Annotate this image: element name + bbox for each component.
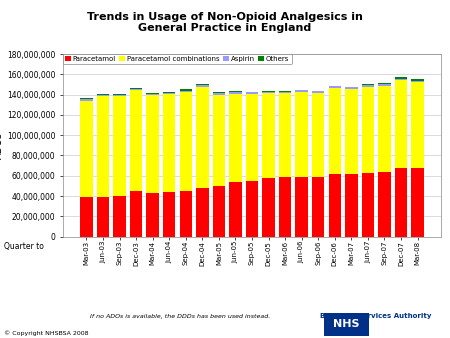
Bar [113,94,126,95]
Bar [279,92,291,93]
Bar [113,196,126,237]
Bar [163,93,176,94]
Bar [411,79,424,81]
Bar [378,86,391,172]
Bar [130,88,142,89]
Bar [163,192,176,237]
Bar [229,94,242,182]
Bar [362,173,374,237]
Text: Trends in Usage of Non-Opioid Analgesics in
General Practice in England: Trends in Usage of Non-Opioid Analgesics… [87,12,363,33]
Bar [196,87,208,188]
Bar [362,84,374,85]
Bar [196,85,208,87]
Bar [262,91,275,92]
Bar [328,88,341,174]
Bar [180,89,192,91]
Bar [229,92,242,94]
Bar [213,186,225,237]
Bar [328,174,341,237]
Bar [146,95,159,193]
Bar [163,94,176,192]
Text: NHS: NHS [333,319,360,330]
Bar [113,95,126,96]
Bar [246,181,258,237]
Bar [97,95,109,96]
Bar [262,92,275,93]
Bar [345,87,358,89]
Bar [80,101,93,197]
Bar [395,79,407,80]
Bar [312,91,324,93]
Bar [378,83,391,84]
Bar [279,91,291,92]
Bar [246,94,258,181]
Bar [378,172,391,237]
Bar [146,193,159,237]
Bar [229,91,242,92]
Bar [345,89,358,174]
Bar [163,92,176,93]
Bar [395,77,407,79]
Bar [146,94,159,95]
Bar [80,197,93,237]
Bar [362,85,374,87]
Bar [196,188,208,237]
Bar [262,178,275,237]
Bar [146,93,159,94]
Bar [328,86,341,88]
Y-axis label: ADOs: ADOs [0,132,4,159]
Bar [378,84,391,86]
Bar [279,93,291,177]
Bar [411,82,424,168]
Bar [213,95,225,186]
Bar [279,177,291,237]
Bar [213,93,225,95]
Bar [411,81,424,82]
Bar [395,168,407,237]
Bar [130,191,142,237]
Bar [97,96,109,197]
Bar [345,174,358,237]
Bar [296,92,308,177]
Bar [180,91,192,92]
Bar [312,177,324,237]
Text: If no ADOs is available, the DDDs has been used instead.: If no ADOs is available, the DDDs has be… [90,314,270,319]
Bar [80,98,93,99]
Bar [213,92,225,93]
Bar [312,93,324,177]
Bar [180,191,192,237]
Bar [246,92,258,94]
Bar [362,87,374,173]
Text: Quarter to: Quarter to [4,242,45,251]
Bar [113,96,126,196]
Legend: Paracetamol, Paracetamol combinations, Aspirin, Others: Paracetamol, Paracetamol combinations, A… [63,54,292,64]
Bar [97,197,109,237]
Bar [296,90,308,92]
Bar [229,182,242,237]
Bar [180,92,192,191]
Bar [80,99,93,101]
Text: © Copyright NHSBSA 2008: © Copyright NHSBSA 2008 [4,331,89,336]
Bar [395,80,407,168]
Bar [130,90,142,191]
Bar [196,84,208,85]
Bar [130,89,142,90]
Bar [296,177,308,237]
Bar [97,94,109,95]
Bar [262,93,275,178]
Text: Business Services Authority: Business Services Authority [320,313,432,319]
Bar [411,168,424,237]
